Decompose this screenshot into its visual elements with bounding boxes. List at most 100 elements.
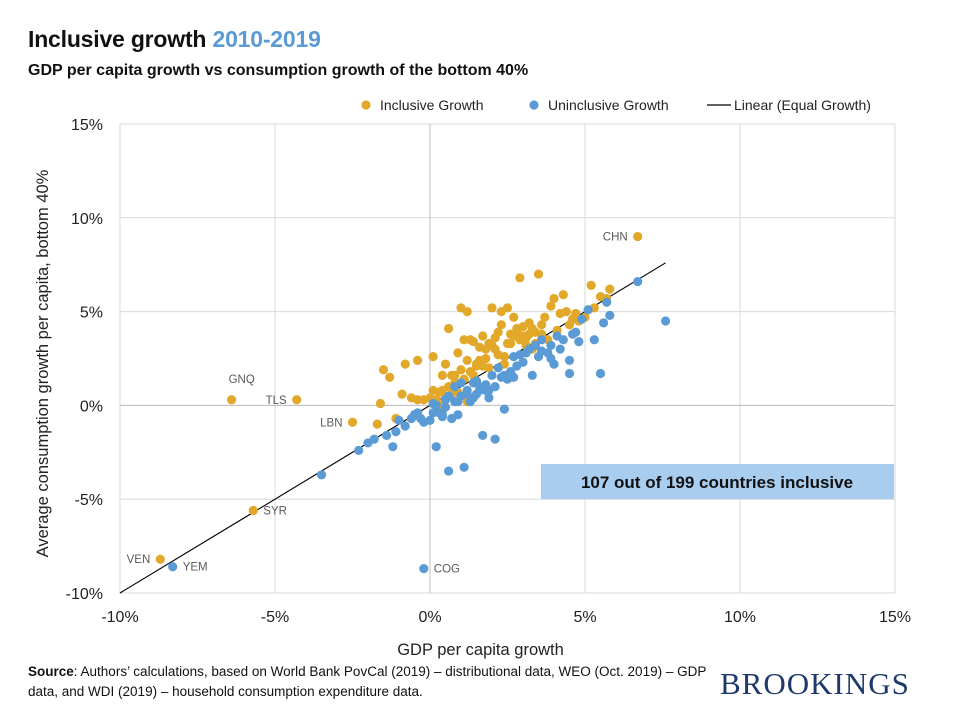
inclusive-point bbox=[347, 417, 358, 427]
callout-text: 107 out of 199 countries inclusive bbox=[581, 473, 853, 492]
country-label: TLS bbox=[266, 395, 287, 407]
country-label: YEM bbox=[183, 562, 208, 574]
x-tick-label: 5% bbox=[573, 609, 596, 626]
uninclusive-point bbox=[394, 415, 404, 426]
uninclusive-point bbox=[558, 335, 568, 345]
uninclusive-point bbox=[509, 352, 519, 362]
chart-subtitle: GDP per capita growth vs consumption gro… bbox=[28, 62, 529, 79]
uninclusive-point bbox=[316, 470, 327, 480]
uninclusive-point bbox=[484, 393, 494, 403]
inclusive-point bbox=[248, 505, 258, 516]
uninclusive-point bbox=[595, 368, 606, 379]
legend-inclusive-label: Inclusive Growth bbox=[380, 97, 483, 113]
inclusive-point bbox=[633, 231, 643, 242]
uninclusive-point bbox=[509, 372, 519, 382]
chart-title-years: 2010-2019 bbox=[212, 26, 321, 52]
inclusive-point bbox=[478, 331, 488, 341]
legend-line-label: Linear (Equal Growth) bbox=[734, 97, 871, 113]
x-tick-label: -5% bbox=[261, 609, 289, 626]
uninclusive-point bbox=[419, 564, 429, 574]
inclusive-point bbox=[372, 419, 382, 429]
country-label: VEN bbox=[127, 554, 151, 566]
uninclusive-point bbox=[391, 427, 401, 437]
source-label: Source bbox=[28, 664, 74, 679]
uninclusive-point bbox=[577, 314, 587, 324]
inclusive-point bbox=[400, 359, 410, 369]
uninclusive-point bbox=[499, 370, 509, 380]
inclusive-point bbox=[537, 320, 547, 330]
uninclusive-point bbox=[571, 327, 581, 337]
uninclusive-point bbox=[168, 562, 178, 572]
uninclusive-point bbox=[589, 335, 599, 345]
uninclusive-point bbox=[605, 310, 615, 320]
inclusive-point bbox=[571, 308, 581, 319]
inclusive-point bbox=[502, 338, 513, 349]
inclusive-point bbox=[478, 361, 488, 371]
inclusive-point bbox=[462, 355, 472, 365]
country-label: COG bbox=[434, 564, 460, 576]
uninclusive-point bbox=[462, 389, 472, 399]
legend-uninclusive-label: Uninclusive Growth bbox=[548, 97, 669, 113]
country-label: GNQ bbox=[229, 374, 255, 386]
country-label: CHN bbox=[603, 232, 628, 244]
inclusive-point bbox=[292, 395, 302, 405]
uninclusive-point bbox=[382, 430, 392, 441]
x-tick-label: 15% bbox=[879, 609, 911, 626]
uninclusive-point bbox=[518, 357, 528, 367]
source-note: Source: Authors’ calculations, based on … bbox=[28, 662, 718, 702]
x-tick-label: 10% bbox=[724, 609, 756, 626]
scatter-chart: -10% -5% 0% 5% 10% 15% -10% -5% 0% 5% 10% 15% GDP pe… bbox=[34, 97, 911, 659]
inclusive-point bbox=[540, 312, 550, 322]
inclusive-point bbox=[484, 338, 494, 349]
inclusive-point bbox=[561, 307, 572, 317]
y-axis-label: Average consumption growth per capita, b… bbox=[34, 169, 52, 557]
inclusive-point bbox=[605, 284, 615, 294]
uninclusive-point bbox=[602, 297, 612, 307]
y-tick-label: 5% bbox=[80, 305, 103, 322]
inclusive-point bbox=[155, 554, 165, 564]
uninclusive-point bbox=[537, 346, 547, 356]
inclusive-point bbox=[509, 312, 519, 322]
uninclusive-point bbox=[633, 276, 643, 287]
x-axis-label: GDP per capita growth bbox=[397, 641, 564, 659]
country-label: LBN bbox=[320, 417, 342, 429]
uninclusive-point bbox=[487, 370, 497, 380]
inclusive-point bbox=[397, 389, 407, 399]
source-text: : Authors’ calculations, based on World … bbox=[28, 664, 707, 699]
uninclusive-point bbox=[564, 355, 575, 365]
inclusive-point bbox=[450, 370, 460, 380]
uninclusive-point bbox=[471, 389, 482, 399]
uninclusive-point bbox=[527, 370, 537, 380]
legend-uninclusive-marker bbox=[529, 100, 539, 110]
uninclusive-point bbox=[425, 415, 435, 426]
inclusive-point bbox=[524, 329, 534, 339]
uninclusive-point bbox=[493, 363, 503, 373]
uninclusive-point bbox=[537, 335, 547, 345]
x-tick-label: 0% bbox=[418, 609, 441, 626]
chart-title-main: Inclusive growth bbox=[28, 26, 207, 52]
x-tick-label: -10% bbox=[101, 609, 138, 626]
uninclusive-point bbox=[478, 430, 488, 441]
uninclusive-point bbox=[546, 340, 556, 350]
inclusive-point bbox=[413, 355, 423, 365]
inclusive-point bbox=[564, 320, 575, 330]
inclusive-point bbox=[456, 365, 466, 375]
inclusive-point bbox=[546, 301, 556, 311]
inclusive-point bbox=[428, 352, 438, 362]
uninclusive-point bbox=[661, 316, 671, 326]
inclusive-point bbox=[493, 327, 503, 337]
uninclusive-point bbox=[499, 404, 509, 414]
uninclusive-point bbox=[444, 466, 454, 476]
y-tick-label: -10% bbox=[66, 586, 103, 603]
chart-title: Inclusive growth 2010-2019 bbox=[28, 26, 321, 53]
uninclusive-point bbox=[440, 402, 451, 412]
uninclusive-point bbox=[490, 434, 500, 444]
inclusive-point bbox=[385, 372, 395, 382]
uninclusive-point bbox=[484, 385, 494, 395]
callout-box bbox=[541, 464, 894, 499]
legend-inclusive-marker bbox=[361, 100, 371, 110]
inclusive-point bbox=[378, 365, 389, 375]
uninclusive-point bbox=[400, 421, 410, 431]
inclusive-point bbox=[227, 395, 237, 405]
inclusive-point bbox=[437, 370, 447, 380]
